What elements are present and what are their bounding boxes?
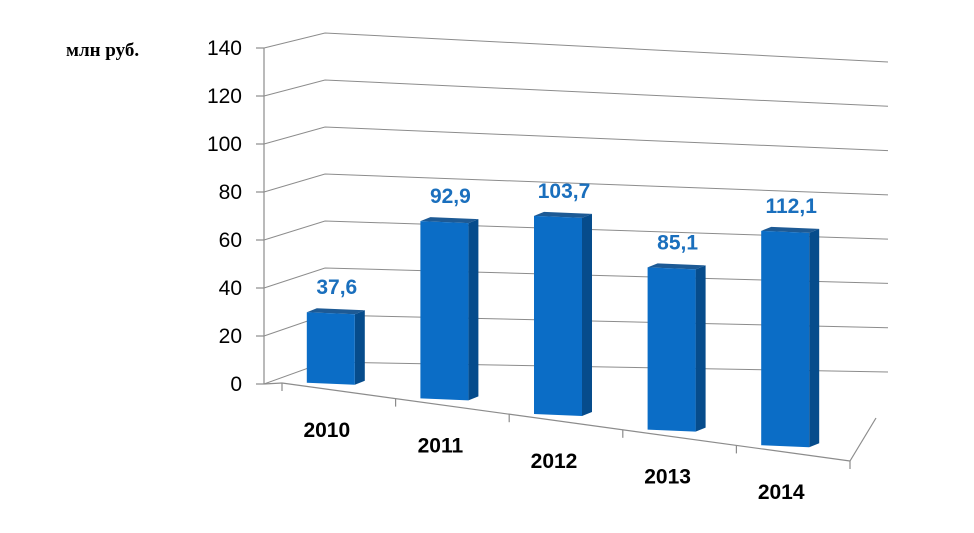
y-tick-label: 20 [219, 325, 242, 348]
y-tick-label: 0 [230, 373, 242, 396]
bar-top [761, 226, 820, 233]
data-label: 85,1 [657, 231, 698, 254]
labels: 0 20 40 60 80 100 120 140 37,6 2010 92,9 2011 103,7 2… [207, 37, 817, 504]
floor-right-edge [849, 417, 877, 462]
bars [306, 211, 820, 448]
y-unit-label: млн руб. [66, 40, 140, 61]
y-tick-label: 120 [207, 85, 242, 108]
bar-top [306, 308, 365, 315]
y-tick-label: 60 [219, 229, 242, 252]
y-tick-label: 40 [219, 277, 242, 300]
x-tick-label: 2012 [531, 450, 578, 473]
bar-top [647, 263, 706, 270]
bar [647, 267, 696, 432]
bar-side [468, 219, 479, 401]
bar-top [420, 217, 479, 224]
gridline [263, 220, 889, 241]
x-tick-label: 2010 [303, 419, 350, 442]
bar [534, 215, 582, 416]
y-tick-label: 100 [207, 133, 242, 156]
bar-side [354, 310, 365, 385]
gridline [263, 126, 889, 152]
y-tick-label: 140 [207, 37, 242, 60]
data-label: 103,7 [538, 180, 591, 203]
y-tick-label: 80 [219, 181, 242, 204]
gridline [263, 173, 889, 196]
data-label: 112,1 [765, 195, 817, 218]
x-tick-label: 2011 [418, 434, 464, 457]
data-label: 92,9 [430, 185, 471, 208]
bar [761, 230, 810, 448]
gridline [263, 32, 889, 63]
data-label: 37,6 [316, 276, 357, 299]
bar [420, 221, 469, 401]
bar-side [695, 265, 706, 432]
bar [306, 312, 355, 385]
axes [256, 47, 877, 469]
x-tick-label: 2013 [644, 466, 691, 489]
bar-top [534, 211, 592, 218]
bar-side [582, 213, 592, 416]
bar-side [809, 228, 820, 448]
floor-left-edge [263, 382, 283, 385]
x-axis-line [281, 382, 851, 462]
gridline [263, 79, 889, 107]
x-tick-label: 2014 [758, 481, 805, 504]
